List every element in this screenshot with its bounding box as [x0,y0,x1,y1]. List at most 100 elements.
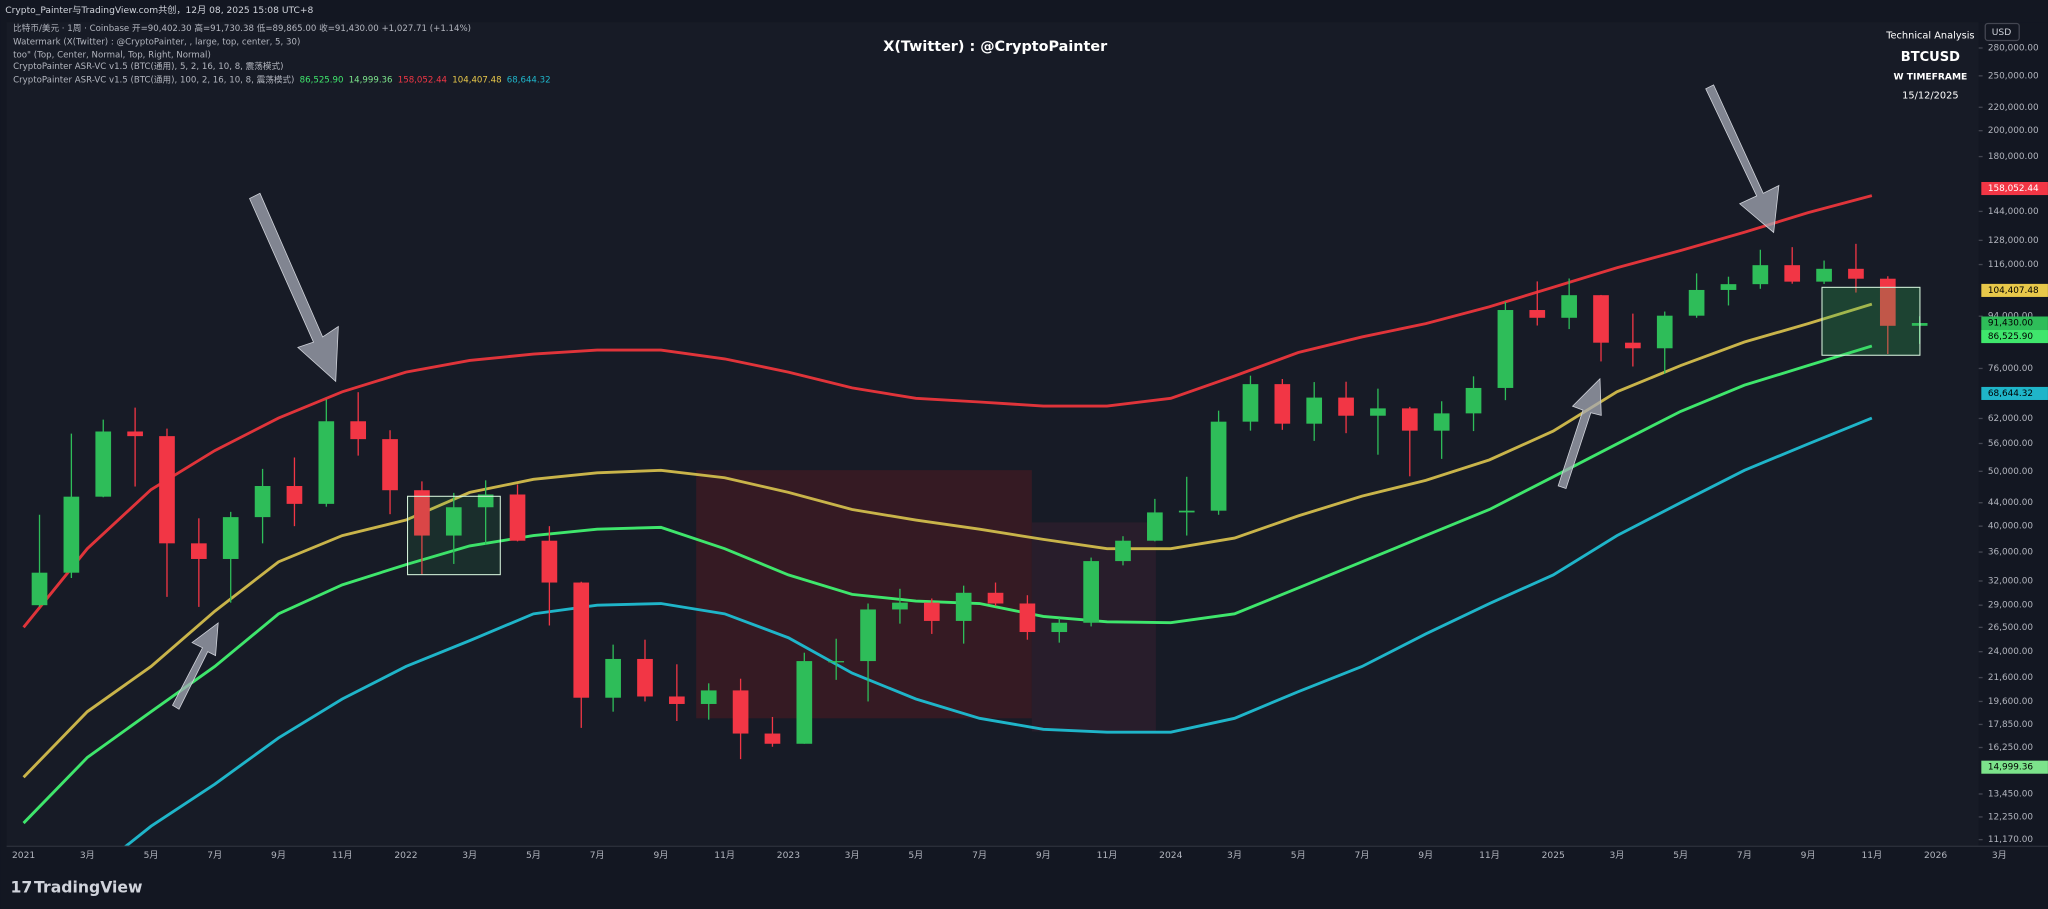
candle-body [1338,397,1354,416]
y-tick-label: 29,000.00 [1988,601,2034,611]
arrow-up [1557,377,1602,489]
y-tick-label: 13,450.00 [1988,789,2034,799]
candle-body [1688,289,1705,316]
price-tag-label: 68,644.32 [1988,389,2033,399]
band-line [22,302,1873,779]
x-tick-label: 3月 [1227,850,1242,861]
candle-body [95,431,112,497]
candle-body [445,507,462,536]
candle-body [286,486,303,504]
y-tick-label: 144,000.00 [1988,207,2039,217]
info-text: 15/12/2025 [1902,90,1958,101]
y-tick-label: 24,000.00 [1988,647,2034,657]
legend-line: 比特币/美元 · 1周 · Coinbase 开=90,402.30 高=91,… [13,22,471,34]
y-tick-label: 76,000.00 [1988,364,2034,374]
y-tick-label: 116,000.00 [1988,260,2039,270]
candle-body [414,490,430,536]
x-tick-label: 3月 [80,850,95,861]
candle-body [382,439,398,491]
transition-zone [1031,522,1156,732]
x-tick-label: 11月 [332,850,353,861]
candle-body [923,602,940,621]
arrow-up [171,622,219,710]
candle-body [318,421,335,504]
legend-value: 158,052.44 [398,75,447,85]
y-tick-label: 220,000.00 [1988,103,2039,113]
candle-body [1051,622,1068,633]
candle-body [1242,384,1259,422]
candle-body [637,658,653,697]
x-tick-label: 5月 [144,850,159,861]
band-line [123,416,1873,847]
candle-body [860,609,876,662]
currency-button[interactable] [1984,22,2020,42]
y-tick-label: 12,250.00 [1988,812,2034,822]
candle-body [1784,265,1801,282]
candle-body [254,486,271,518]
candle-body [1879,278,1896,326]
price-tag-label: 104,407.48 [1988,286,2039,296]
x-tick-label: 7月 [1355,850,1370,861]
candle-body [222,517,239,559]
candle-body [764,733,781,744]
price-tag [1981,330,2048,344]
y-tick-label: 21,600.00 [1988,673,2034,683]
x-tick-label: 2025 [1542,851,1565,861]
candle-body [63,496,80,573]
candle-body [477,494,494,508]
watermark: X(Twitter) : @CryptoPainter [883,39,1108,55]
price-tag [1981,760,2048,774]
x-tick-label: 2022 [394,851,417,861]
y-tick-label: 19,600.00 [1988,697,2034,707]
candle-body [828,661,845,663]
y-tick-label: 180,000.00 [1988,152,2039,162]
candle-body [955,592,972,621]
candle-body [1115,540,1131,562]
y-tick-label: 36,000.00 [1988,548,2034,558]
x-tick-label: 9月 [1418,850,1433,861]
x-tick-label: 3月 [845,850,860,861]
annotation-arrows [171,84,1780,710]
price-tag-label: 158,052.44 [1988,184,2039,194]
x-tick-label: 3月 [1992,850,2007,861]
candle-body [1816,268,1832,282]
candle-body [700,690,717,704]
legend-line: CryptoPainter ASR-VC v1.5 (BTC(通用), 100,… [13,73,550,85]
x-tick-label: 2026 [1924,851,1947,861]
price-tag-label: 91,430.00 [1988,319,2034,329]
y-tick-label: 17,850.00 [1988,720,2034,730]
candle-body [1083,561,1099,623]
y-tick-label: 128,000.00 [1988,236,2039,246]
info-text: W TIMEFRAME [1893,73,1967,83]
candle-body [350,421,367,440]
candle-body [191,543,207,559]
y-tick-label: 56,000.00 [1988,439,2034,449]
price-tag [1981,181,2048,196]
highlight-box [407,495,501,576]
band-line [22,194,1873,629]
y-tick-label: 32,000.00 [1988,576,2034,586]
x-tick-label: 5月 [1291,850,1306,861]
candle-body [1019,603,1036,633]
plot [22,194,1928,847]
legend-line: CryptoPainter ASR-VC v1.5 (BTC(通用), 5, 2… [13,60,283,72]
x-tick-label: 5月 [526,850,541,861]
candle-body [732,690,749,734]
x-tick-label: 9月 [1036,850,1051,861]
currency[interactable]: USD [1992,28,2011,38]
candle-body [1752,265,1769,285]
arrow-down [249,192,339,383]
y-tick-label: 62,000.00 [1988,414,2034,424]
legend-value: 68,644.32 [507,75,551,85]
y-tick-label: 50,000.00 [1988,467,2034,477]
x-tick-label: 11月 [1097,850,1118,861]
y-tick-label: 40,000.00 [1988,522,2034,532]
legend-line: too" (Top, Center, Normal, Top, Right, N… [13,50,211,60]
candle-body [1370,408,1386,416]
candle-body [1497,310,1514,388]
legend: 比特币/美元 · 1周 · Coinbase 开=90,402.30 高=91,… [13,22,550,85]
y-tick-label: 280,000.00 [1988,44,2039,54]
x-tick-label: 3月 [1609,850,1624,861]
candle-body [1561,295,1577,318]
candle-body [1210,421,1227,511]
